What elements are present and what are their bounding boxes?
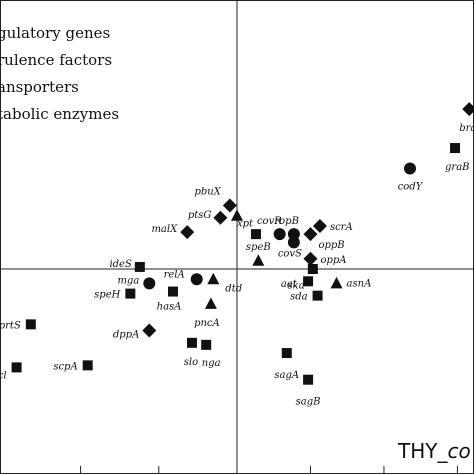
corner-label: THY_co <box>397 439 471 463</box>
point-label-scpA: scpA <box>53 361 77 372</box>
point-pncA-triangle <box>204 297 217 309</box>
point-label-pbuX: pbuX <box>195 186 222 197</box>
point-label-hasA: hasA <box>157 302 182 313</box>
point-ideS-square <box>134 261 145 272</box>
point-codY-circle <box>404 162 417 175</box>
point-label-slo: slo <box>184 357 198 368</box>
point-label-aat: aat <box>281 279 298 290</box>
point-bra-diamond <box>462 102 474 117</box>
point-label-covR: covR <box>257 216 282 227</box>
point-label-ptsG: ptsG <box>188 210 212 221</box>
point-ropB-circle <box>273 228 286 241</box>
point-label-sagA: sagA <box>274 370 299 381</box>
point-label-xpt: xpt <box>237 219 254 230</box>
point-slo-square <box>186 337 197 348</box>
point-sda-square <box>312 290 323 301</box>
point-speH-square <box>125 288 136 299</box>
point-label-ideS: ideS <box>109 259 132 270</box>
point-label-relA: relA <box>164 269 185 280</box>
point-hasA-square <box>168 286 179 297</box>
point-label-oppA: oppA <box>320 255 346 266</box>
point-label-ska: ska <box>288 280 305 291</box>
point-dppA-diamond <box>142 323 157 338</box>
point-label-asnA: asnA <box>347 278 372 289</box>
point-scpA-square <box>82 360 93 371</box>
legend-entry-circle: gulatory genes <box>0 24 110 42</box>
legend-entry-triangle: rulence factors <box>0 51 112 69</box>
point-label-pncA: pncA <box>194 318 220 329</box>
point-oppB-diamond <box>303 227 318 242</box>
point-pbuX-diamond <box>222 198 237 213</box>
point-covR-square <box>250 229 261 240</box>
point-label-covS: covS <box>278 248 302 259</box>
point-covS-circle <box>287 236 300 249</box>
point-aat-square <box>307 264 318 274</box>
point-label-speB: speB <box>246 242 271 253</box>
point-label-mga: mga <box>117 275 139 286</box>
point-nga-square <box>201 339 212 350</box>
point-malX-diamond <box>180 225 195 240</box>
legend-entry-square: ansporters <box>0 78 79 96</box>
point-label-dppA: dppA <box>113 330 139 341</box>
point-label-sda: sda <box>290 292 308 303</box>
point-label-nga: nga <box>202 358 221 369</box>
point-label-dtd: dtd <box>225 283 242 294</box>
point-label-sagB: sagB <box>296 397 321 408</box>
point-relA-circle <box>190 273 203 286</box>
point-label-malX: malX <box>151 224 178 235</box>
point-dtd-triangle <box>207 272 220 285</box>
point-speB-triangle <box>252 254 265 266</box>
point-label-codY: codY <box>398 182 424 193</box>
point-ska-square <box>303 276 314 287</box>
point-ptsG-diamond <box>213 210 228 225</box>
point-label-ropB: ropB <box>274 216 299 227</box>
point-label-scrA: scrA <box>330 222 353 233</box>
point-graB-square <box>450 143 461 154</box>
point-sagA-square <box>281 348 292 359</box>
legend: gulatory genes rulence factors ansporters t… <box>0 24 119 123</box>
corner-label-italic: co <box>447 439 470 463</box>
bottom-axis-ticks <box>80 466 458 474</box>
point-label-graB: graB <box>445 162 470 173</box>
point-mga-circle <box>143 277 156 290</box>
point-prtS-square <box>25 319 36 330</box>
corner-label-prefix: THY_ <box>397 439 448 463</box>
point-xpt-triangle <box>231 209 243 221</box>
point-unlabeled-circle <box>287 228 300 241</box>
point-cl-square <box>11 362 22 373</box>
point-label-bra: bra <box>459 123 474 134</box>
point-sagB-square <box>303 374 314 385</box>
point-label-oppB: oppB <box>318 240 344 251</box>
point-scrA-diamond <box>312 218 327 233</box>
point-oppA-diamond <box>303 251 318 266</box>
point-label-cl: cl <box>0 370 7 381</box>
legend-entry-diamond: tabolic enzymes <box>0 105 119 123</box>
point-label-speH: speH <box>94 290 120 301</box>
point-label-prtS: prtS <box>0 320 21 331</box>
point-asnA-triangle <box>330 276 343 289</box>
